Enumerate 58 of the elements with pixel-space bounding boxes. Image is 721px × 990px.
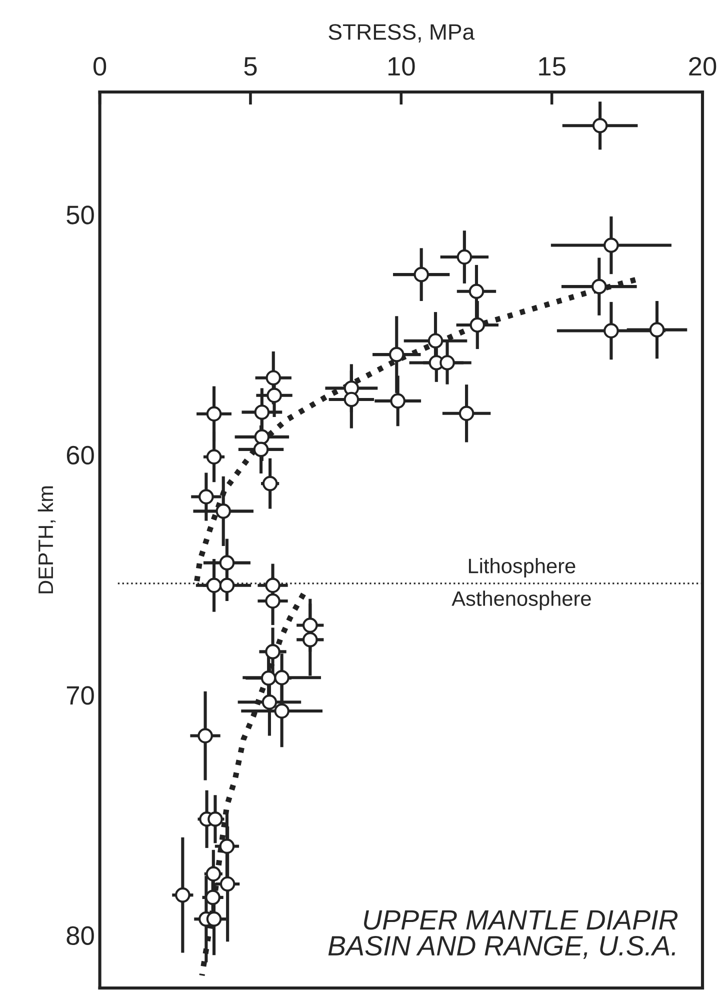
- y-tick-label: 70: [66, 686, 94, 705]
- point: [274, 703, 290, 719]
- point: [591, 278, 607, 294]
- point: [470, 317, 486, 333]
- x-tick-label: 10: [388, 56, 415, 76]
- point: [262, 476, 278, 492]
- point: [216, 504, 231, 519]
- x-tick-label: 15: [539, 57, 566, 76]
- point: [302, 632, 318, 648]
- point: [208, 811, 223, 827]
- point: [344, 392, 360, 408]
- y-tick-label: 80: [66, 926, 94, 945]
- point: [254, 404, 270, 420]
- point: [205, 890, 220, 906]
- x-tick-label: 0: [93, 56, 106, 76]
- point: [302, 618, 318, 633]
- x-axis-title: STRESS, MPa: [328, 24, 475, 42]
- point: [206, 578, 222, 594]
- point: [414, 266, 429, 282]
- point: [266, 388, 282, 404]
- point: [265, 593, 280, 609]
- point: [265, 578, 280, 594]
- point: [592, 118, 608, 134]
- point: [388, 346, 404, 362]
- x-tick-label: 20: [689, 56, 716, 76]
- point: [219, 838, 235, 854]
- annotation: Asthenosphere: [452, 590, 591, 610]
- point: [220, 876, 236, 892]
- point: [274, 670, 290, 686]
- point: [604, 238, 619, 253]
- point: [265, 644, 280, 660]
- point: [254, 429, 270, 445]
- y-tick-label: 60: [66, 446, 94, 465]
- y-axis-title: DEPTH, km: [38, 486, 56, 594]
- ref-line-label: Lithosphere: [468, 558, 576, 578]
- y-tick-label: 50: [66, 206, 94, 224]
- point: [262, 694, 278, 710]
- point: [390, 393, 406, 409]
- point: [458, 406, 474, 422]
- x-tick-label: 5: [244, 57, 257, 76]
- point: [456, 249, 472, 265]
- point: [253, 442, 269, 458]
- annotation: UPPER MANTLE DIAPIR BASIN AND RANGE, U.S.A.: [328, 910, 678, 959]
- point: [198, 728, 213, 744]
- point: [468, 284, 484, 300]
- point: [260, 670, 276, 686]
- point: [266, 370, 282, 386]
- point: [649, 322, 665, 338]
- point: [440, 355, 455, 370]
- point: [206, 449, 222, 465]
- point: [428, 333, 444, 349]
- point: [198, 489, 214, 504]
- point: [206, 911, 222, 927]
- point: [175, 887, 190, 903]
- point: [219, 555, 235, 570]
- point: [206, 406, 222, 422]
- point: [219, 578, 235, 594]
- point: [604, 323, 619, 338]
